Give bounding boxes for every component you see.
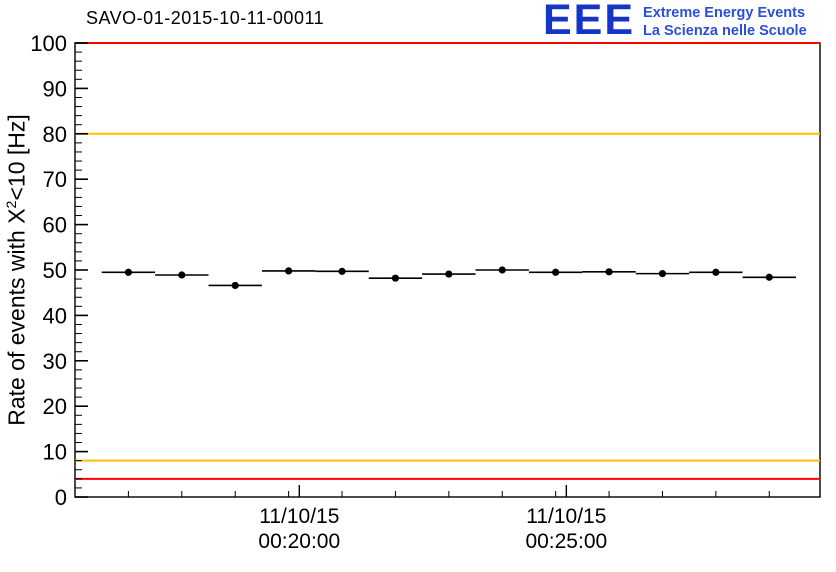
y-tick-label: 100 <box>30 31 67 56</box>
data-point-marker <box>498 266 506 274</box>
y-axis: 0 10 20 30 40 50 60 70 80 90 100 <box>30 31 88 510</box>
eee-logo-acronym: EEE <box>543 0 636 44</box>
eee-logo-text: Extreme Energy Events La Scienza nelle S… <box>643 4 807 40</box>
plot-frame <box>74 42 821 498</box>
y-tick-label: 60 <box>43 213 67 238</box>
data-point-marker <box>285 267 293 275</box>
data-point-marker <box>765 273 773 281</box>
y-axis-label-suffix: <10 [Hz] <box>3 114 30 201</box>
y-tick-label: 0 <box>55 485 67 510</box>
y-tick-label: 90 <box>43 76 67 101</box>
data-point-marker <box>231 281 239 290</box>
data-point-marker <box>391 274 400 282</box>
data-point-marker <box>338 267 346 275</box>
logo-line-1: Extreme Energy Events <box>643 5 806 21</box>
y-tick-label: 10 <box>43 440 67 465</box>
x-tick-label: 11/10/15 00:20:00 <box>258 505 340 553</box>
y-tick-label: 50 <box>43 258 67 283</box>
y-axis-label: Rate of events with X2<10 [Hz] <box>4 114 31 426</box>
data-point-marker <box>712 268 720 276</box>
data-point-marker <box>178 271 186 279</box>
chart-title: SAVO-01-2015-10-11-00011 <box>86 8 325 28</box>
y-tick-label: 80 <box>43 122 67 147</box>
data-point-marker <box>552 268 560 276</box>
y-tick-label: 70 <box>43 167 67 192</box>
y-axis-label-prefix: Rate of events with X <box>3 208 30 426</box>
y-tick-label: 30 <box>43 349 67 374</box>
data-point-marker <box>445 270 453 278</box>
data-points <box>101 266 796 290</box>
y-tick-label: 20 <box>43 394 67 419</box>
y-tick-label: 40 <box>43 303 67 328</box>
x-axis: 11/10/15 00:20:00 11/10/15 00:25:00 <box>127 485 770 553</box>
logo-line-2: La Scienza nelle Scuole <box>643 23 807 40</box>
x-tick-label: 11/10/15 00:25:00 <box>525 505 607 553</box>
eee-logo: EEE Extreme Energy Events La Scienza nel… <box>543 0 807 44</box>
reference-lines <box>75 42 820 480</box>
data-point-marker <box>124 268 133 276</box>
data-point-marker <box>605 268 613 276</box>
y-axis-label-sup: 2 <box>3 200 20 209</box>
data-point-marker <box>658 270 667 278</box>
